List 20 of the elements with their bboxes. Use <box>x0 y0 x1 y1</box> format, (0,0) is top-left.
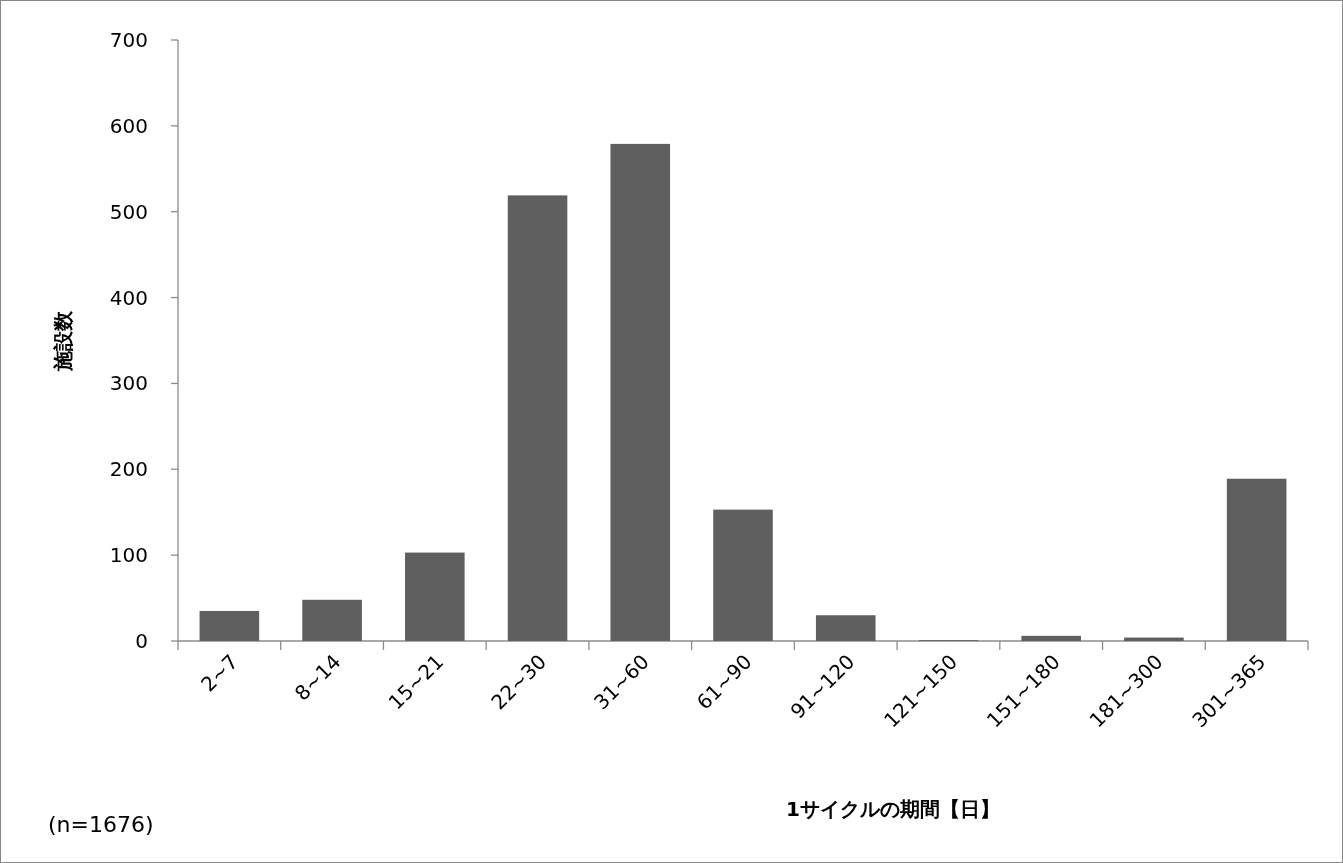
y-tick-label: 100 <box>109 543 148 568</box>
x-axis-title: 1サイクルの期間【日】 <box>786 797 1000 821</box>
bar <box>1226 478 1287 641</box>
y-tick-label: 500 <box>109 199 148 224</box>
bar <box>405 552 465 641</box>
y-tick-label: 0 <box>135 629 148 653</box>
bar <box>815 615 876 641</box>
y-axis-title: 施設数 <box>51 309 75 372</box>
bar <box>1021 635 1081 641</box>
y-tick-label: 300 <box>109 371 148 396</box>
text: (n=1676) <box>48 812 154 837</box>
y-tick-label: 200 <box>109 457 148 482</box>
bar <box>713 509 773 641</box>
bar <box>199 610 260 641</box>
bar <box>302 599 362 641</box>
y-tick-label: 700 <box>109 28 148 52</box>
bar <box>507 195 568 641</box>
y-tick-label: 400 <box>109 285 148 310</box>
bar <box>610 143 671 641</box>
y-tick-label: 600 <box>109 113 148 138</box>
